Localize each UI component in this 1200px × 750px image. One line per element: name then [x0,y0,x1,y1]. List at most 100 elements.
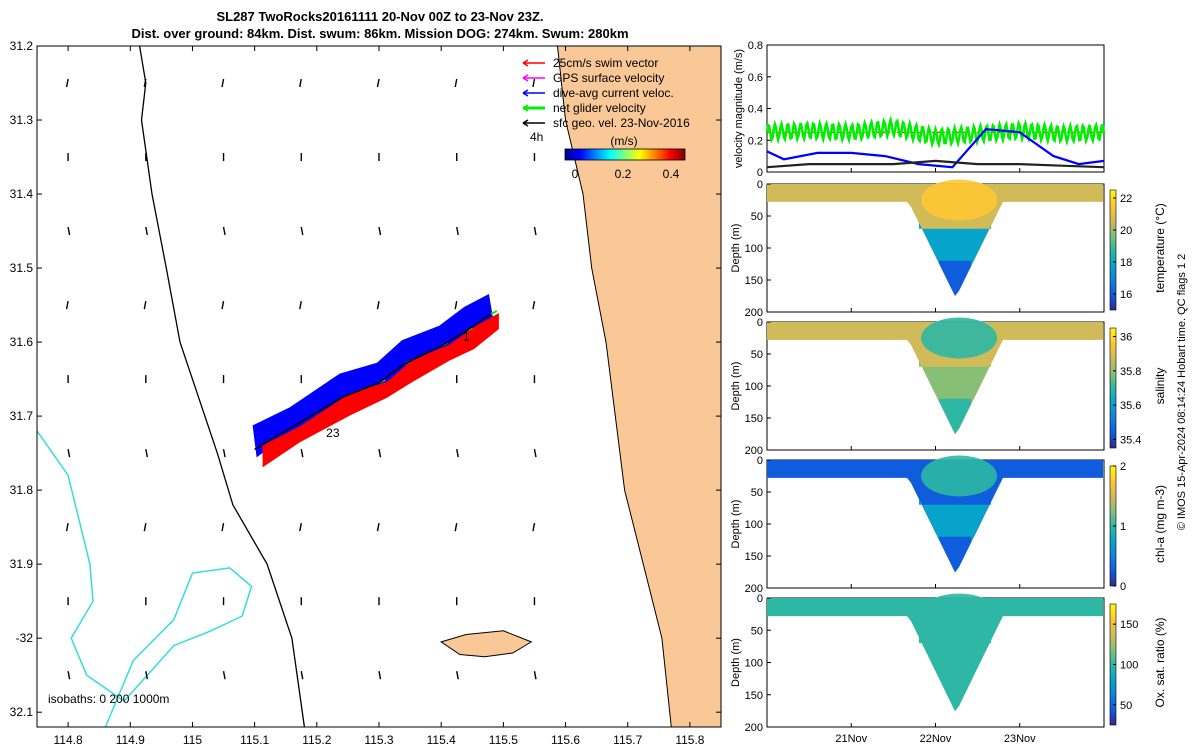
day-label: 23 [326,426,340,440]
velocity-ylabel: velocity magnitude (m/s) [733,49,745,168]
x-tick-label: 115.1 [240,733,269,747]
x-tick-label: 114.9 [116,733,145,747]
x-tick-label: 115.8 [675,733,704,747]
legend-label: dive-avg current veloc. [553,86,674,100]
geo-velocity-vector [456,226,459,236]
y-tick-label: 31.3 [10,113,34,127]
net-velocity-line [765,114,1106,149]
colorbar-tick-label: 35.4 [1120,434,1141,446]
colorbar-tick-label: 0 [1120,581,1126,593]
velocity-y-tick-label: 0.4 [748,104,763,116]
legend-label: sfc geo. vel. 23-Nov-2016 [553,116,690,130]
geo-velocity-vector [222,448,226,458]
y-tick-label: 31.2 [10,39,34,53]
geo-velocity-line [766,159,1105,169]
section-y-tick-label: 0 [757,593,763,605]
geo-velocity-vector [299,523,302,532]
section-anomaly [921,317,998,359]
velocity-y-tick-label: 0.6 [748,72,763,84]
map-plot-area: 1 23 [37,46,721,727]
net-velocity-vector [490,310,498,315]
section-ylabel: Depth (m) [730,638,742,687]
section-y-tick-label: 0 [757,455,763,467]
velocity-y-tick-label: 0.8 [748,40,763,52]
geo-velocity-vector [65,300,69,310]
x-tick-label: 115.6 [551,733,580,747]
section-anomaly [921,179,998,221]
velocity-y-tick-label: 0.2 [748,135,763,147]
swim-vectors [262,313,499,468]
section-deep-layer [919,360,991,434]
colorbar-tick-label: 22 [1120,193,1132,205]
geo-velocity-vector [532,300,536,310]
section-y-tick-label: 200 [745,583,763,595]
geo-velocity-vector [532,78,536,88]
section-bottom-layer [939,260,971,296]
day-label: 1 [463,330,470,344]
geo-velocity-vector [221,300,225,310]
section-deep-layer [919,222,991,296]
geo-velocity-vector [222,671,226,680]
geo-velocity-vector [143,523,147,532]
date-tick-label: 21Nov [835,733,867,745]
geo-velocity-vector [454,300,458,310]
geo-velocity-vector [378,226,382,236]
section-y-tick-label: 150 [745,551,763,563]
section-y-tick-label: 0 [757,179,763,191]
section-y-tick-label: 200 [745,445,763,457]
colorbar-tick-label: 0.4 [663,167,680,181]
geo-velocity-vector [143,78,147,88]
colorbar-tick-label: 35.8 [1120,366,1141,378]
y-tick-label: 31.5 [10,261,34,275]
colorbar-tick-label: 100 [1120,660,1138,672]
geo-velocity-vector [221,523,225,532]
section-ylabel: Depth (m) [730,224,742,273]
section-bottom-layer [939,536,971,572]
isobath-200m [138,46,306,727]
x-tick-label: 115.2 [302,733,331,747]
section-ylabel: Depth (m) [730,500,742,549]
geo-velocity-vector [299,78,302,88]
geo-velocity-vector [145,671,149,680]
island [440,630,533,658]
x-tick-label: 115.5 [489,733,518,747]
section-y-tick-label: 150 [745,413,763,425]
title-line-2: Dist. over ground: 84km. Dist. swum: 86k… [131,26,629,41]
colorbar-label: temperature (°C) [1153,203,1167,293]
y-tick-label: 32.1 [10,705,34,719]
legend-label: net glider velocity [553,101,646,115]
geo-velocity-vector [454,523,458,532]
colorbar-tick-label: 35.6 [1120,400,1141,412]
section-bottom-layer [939,398,971,434]
geo-velocity-vector [533,671,537,680]
section-y-tick-label: 0 [757,317,763,329]
x-tick-label: 114.8 [54,733,83,747]
section-y-tick-label: 150 [745,275,763,287]
geo-velocity-vector [378,448,382,458]
colorbar-tick-label: 18 [1120,257,1132,269]
colorbar-tick-label: 50 [1120,700,1132,712]
geo-velocity-vector [376,300,380,310]
colorbar-tick-label: 0.2 [615,167,632,181]
geo-velocity-vector [376,523,380,532]
colorbar-tick-label: 150 [1120,619,1138,631]
colorbar-tick-label: 20 [1120,225,1132,237]
section-colorbar [1109,327,1117,449]
section-y-tick-label: 50 [751,349,763,361]
geo-velocity-vector [143,300,147,310]
colorbar-tick-label: 2 [1120,461,1126,473]
y-tick-label: 31.7 [10,409,34,423]
section-y-tick-label: 50 [751,487,763,499]
geo-velocity-vector [532,523,536,532]
title-line-1: SL287 TwoRocks20161111 20-Nov 00Z to 23-… [216,9,544,24]
geo-velocity-vector [456,448,459,458]
land-area [556,46,721,727]
geo-velocity-vector [145,448,149,458]
y-tick-label: 31.4 [10,187,34,201]
current-velocity-line [766,127,1105,169]
section-anomaly [921,455,998,497]
colorbar-tick-label: 0 [572,167,579,181]
